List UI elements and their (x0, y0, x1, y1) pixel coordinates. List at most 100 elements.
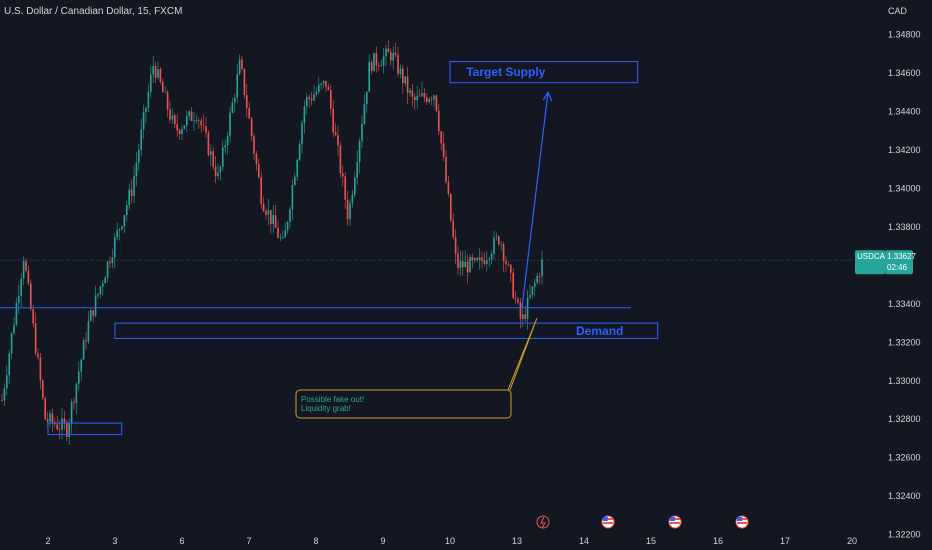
candle-body (373, 53, 375, 72)
candle-body (27, 270, 30, 284)
candle-body (171, 115, 174, 120)
candle-body (126, 205, 128, 215)
candle-body (469, 257, 471, 273)
candle-body (296, 159, 298, 177)
candle-body (217, 172, 219, 177)
candle-body (411, 90, 414, 97)
candle-body (495, 236, 498, 238)
candle-body (534, 282, 536, 287)
candle-body (181, 128, 183, 134)
currency-label: CAD (888, 6, 908, 16)
candle-body (351, 194, 354, 204)
candle-body (433, 95, 435, 100)
candle-body (260, 177, 262, 204)
candle-body (330, 89, 332, 109)
candle-body (198, 120, 200, 121)
candle-body (246, 95, 248, 109)
candle-body (344, 176, 346, 200)
candle-body (277, 227, 279, 238)
candle-body (109, 261, 111, 264)
candle-body (15, 302, 18, 325)
time-tick: 16 (713, 536, 723, 546)
candle-body (147, 91, 150, 108)
candle-body (49, 413, 51, 422)
candle-body (200, 120, 202, 126)
us-flag-icon[interactable] (735, 515, 749, 529)
price-badge[interactable]: USDCAD 1.33627 02:46 (855, 250, 916, 275)
last-price-badge-value (885, 250, 913, 275)
candle-body (87, 321, 90, 342)
demand-zone[interactable] (114, 322, 659, 339)
candle-body (514, 297, 517, 299)
lightning-icon[interactable] (536, 515, 550, 529)
target-supply-zone[interactable] (449, 61, 639, 84)
price-axis: 1.34800 1.34600 1.34400 1.34200 1.34000 1.338… (888, 30, 921, 540)
price-tick: 1.33000 (888, 376, 921, 386)
candle-body (454, 237, 457, 254)
us-flag-icon[interactable] (601, 515, 615, 529)
candle-body (294, 176, 296, 186)
candle-body (442, 143, 445, 157)
candle-body (162, 81, 164, 92)
candle-body (337, 135, 339, 146)
price-tick: 1.34800 (888, 30, 921, 40)
candle-body (370, 61, 373, 72)
candle-body (313, 94, 315, 101)
candle-body (195, 120, 198, 121)
candle-body (265, 210, 267, 215)
candle-body (490, 253, 493, 260)
candle-body (498, 236, 500, 245)
candle-body (510, 264, 512, 273)
callout-box[interactable] (295, 389, 512, 419)
candle-body (20, 278, 22, 296)
price-tick: 1.34000 (888, 183, 921, 193)
candle-body (234, 97, 236, 103)
candle-body (63, 418, 66, 424)
candle-body (320, 83, 322, 85)
price-tick: 1.32600 (888, 453, 921, 463)
candle-body (150, 74, 152, 92)
candle-body (85, 340, 87, 342)
time-tick: 20 (847, 536, 857, 546)
candle-body (73, 401, 75, 403)
candle-body (207, 132, 210, 155)
candle-body (30, 283, 32, 310)
candle-body (500, 244, 502, 246)
candle-body (538, 275, 541, 277)
candle-body (366, 91, 368, 105)
candle-body (6, 375, 8, 389)
candle-body (310, 98, 313, 101)
price-tick: 1.32400 (888, 491, 921, 501)
candle-body (459, 261, 462, 268)
candle-body (94, 295, 97, 316)
candle-body (135, 162, 138, 177)
candle-body (123, 214, 126, 227)
chart-title[interactable]: U.S. Dollar / Canadian Dollar, 15, FXCM (4, 6, 183, 17)
projection-arrow[interactable] (521, 92, 549, 308)
candle-body (399, 68, 402, 74)
candle-body (58, 429, 61, 430)
candle-body (279, 237, 282, 239)
candle-body (248, 108, 250, 119)
badge-ticker: USDCAD (857, 252, 891, 261)
candle-body (90, 310, 92, 322)
candle-body (267, 210, 270, 215)
candle-body (46, 419, 49, 422)
candle-body (457, 253, 459, 268)
us-flag-icon[interactable] (668, 515, 682, 529)
candle-body (380, 65, 382, 67)
candle-body (325, 80, 327, 87)
candle-body (13, 324, 15, 334)
time-tick: 2 (45, 536, 50, 546)
time-axis: 2 3 6 7 8 9 10 13 14 15 16 17 20 (45, 536, 857, 546)
candle-body (270, 210, 272, 225)
candle-body (322, 80, 325, 84)
candle-body (1, 400, 3, 401)
candle-body (298, 144, 301, 160)
lower-demand-zone[interactable] (47, 422, 123, 436)
candle-body (3, 388, 6, 401)
candle-body (409, 90, 411, 93)
candle-body (22, 261, 25, 279)
price-tick: 1.33400 (888, 299, 921, 309)
